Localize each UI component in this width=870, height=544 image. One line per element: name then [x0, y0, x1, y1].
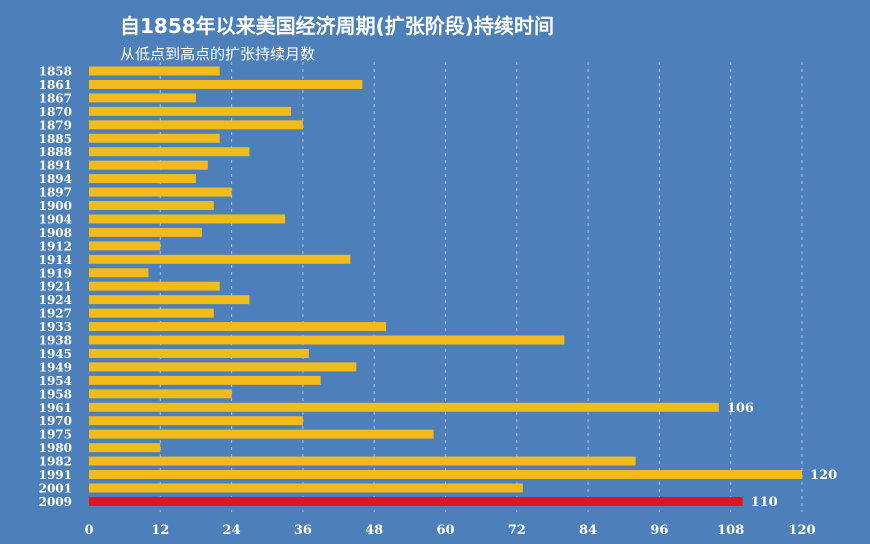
bar-1894 [89, 174, 196, 184]
y-tick-label: 2001 [39, 481, 72, 495]
y-tick-label: 1858 [39, 65, 72, 79]
y-tick-label: 1933 [39, 320, 72, 334]
x-tick-label: 120 [788, 523, 815, 538]
y-tick-label: 1954 [39, 374, 72, 388]
bar-1991 [89, 470, 802, 479]
data-label-1961: 106 [727, 401, 754, 416]
y-tick-label: 1982 [39, 455, 72, 469]
y-tick-label: 1980 [39, 441, 72, 455]
x-tick-label: 60 [436, 523, 454, 538]
y-tick-label: 1958 [39, 387, 72, 401]
bar-1982 [89, 456, 636, 466]
y-tick-label: 1879 [39, 118, 72, 132]
data-label-2009: 110 [751, 495, 778, 510]
y-tick-label: 1924 [39, 293, 72, 307]
bar-1927 [89, 308, 214, 318]
bar-1958 [89, 389, 232, 399]
gridlines [159, 62, 803, 512]
y-tick-label: 1870 [39, 105, 72, 119]
bar-2001 [89, 483, 523, 493]
x-tick-label: 24 [223, 523, 241, 538]
y-tick-label: 1888 [39, 145, 72, 159]
data-label-1991: 120 [810, 468, 837, 483]
bar-1954 [89, 375, 321, 385]
y-tick-label: 1975 [39, 428, 72, 442]
data-labels: 106 120 110 [727, 401, 837, 510]
y-tick-label: 1921 [39, 280, 72, 294]
y-tick-label: 1904 [39, 212, 72, 226]
bar-1921 [89, 281, 220, 291]
bar-1975 [89, 429, 434, 439]
bar-1897 [89, 187, 232, 197]
y-tick-label: 1914 [39, 253, 72, 267]
x-tick-label: 72 [508, 523, 526, 538]
x-axis-tick-labels: 0 12 24 36 48 60 72 84 96 108 120 [84, 523, 815, 538]
y-tick-label: 1867 [39, 91, 72, 105]
bar-1949 [89, 362, 357, 372]
bar-1900 [89, 201, 214, 210]
y-tick-label: 1912 [39, 239, 72, 253]
bar-1888 [89, 147, 250, 157]
bar-1912 [89, 241, 161, 251]
bar-1879 [89, 120, 303, 130]
y-tick-label: 1861 [39, 78, 72, 92]
y-tick-label: 1885 [39, 132, 72, 146]
y-tick-label: 1894 [39, 172, 72, 186]
bar-1861 [89, 79, 363, 89]
bar-1867 [89, 93, 196, 103]
y-tick-label: 1927 [39, 307, 72, 321]
y-tick-label: 1919 [39, 266, 72, 280]
y-tick-label: 1949 [39, 360, 72, 374]
y-tick-label: 2009 [39, 495, 72, 509]
y-tick-label: 1897 [39, 186, 72, 200]
bar-1858 [89, 66, 220, 76]
x-tick-label: 84 [579, 523, 597, 538]
bar-1933 [89, 322, 387, 332]
x-tick-label: 36 [294, 523, 312, 538]
y-tick-label: 1900 [39, 199, 72, 213]
y-tick-label: 1945 [39, 347, 72, 361]
bars [89, 66, 802, 506]
y-tick-label: 1970 [39, 414, 72, 428]
chart-subtitle: 从低点到高点的扩张持续月数 [120, 45, 316, 63]
bar-1924 [89, 295, 250, 305]
bar-1961 [89, 402, 719, 412]
bar-1980 [89, 443, 161, 453]
bar-1885 [89, 133, 220, 143]
bar-1919 [89, 268, 149, 278]
bar-1870 [89, 106, 292, 116]
bar-1891 [89, 160, 208, 170]
x-tick-label: 48 [365, 523, 383, 538]
bar-1908 [89, 227, 202, 237]
x-tick-label: 96 [650, 523, 668, 538]
bar-1904 [89, 214, 286, 224]
y-tick-label: 1891 [39, 159, 72, 173]
x-tick-label: 12 [151, 523, 169, 538]
y-axis-tick-labels: 1858186118671870187918851888189118941897… [39, 65, 72, 509]
bar-1945 [89, 348, 309, 358]
y-tick-label: 1908 [39, 226, 72, 240]
bar-1938 [89, 335, 565, 345]
y-tick-label: 1938 [39, 334, 72, 348]
bar-1914 [89, 254, 351, 264]
x-tick-label: 0 [84, 523, 93, 538]
x-tick-label: 108 [717, 523, 744, 538]
y-tick-label: 1991 [39, 468, 72, 482]
y-tick-label: 1961 [39, 401, 72, 415]
bar-1970 [89, 416, 303, 426]
bar-2009 [89, 496, 743, 506]
chart-title: 自1858年以来美国经济周期(扩张阶段)持续时间 [120, 14, 554, 38]
